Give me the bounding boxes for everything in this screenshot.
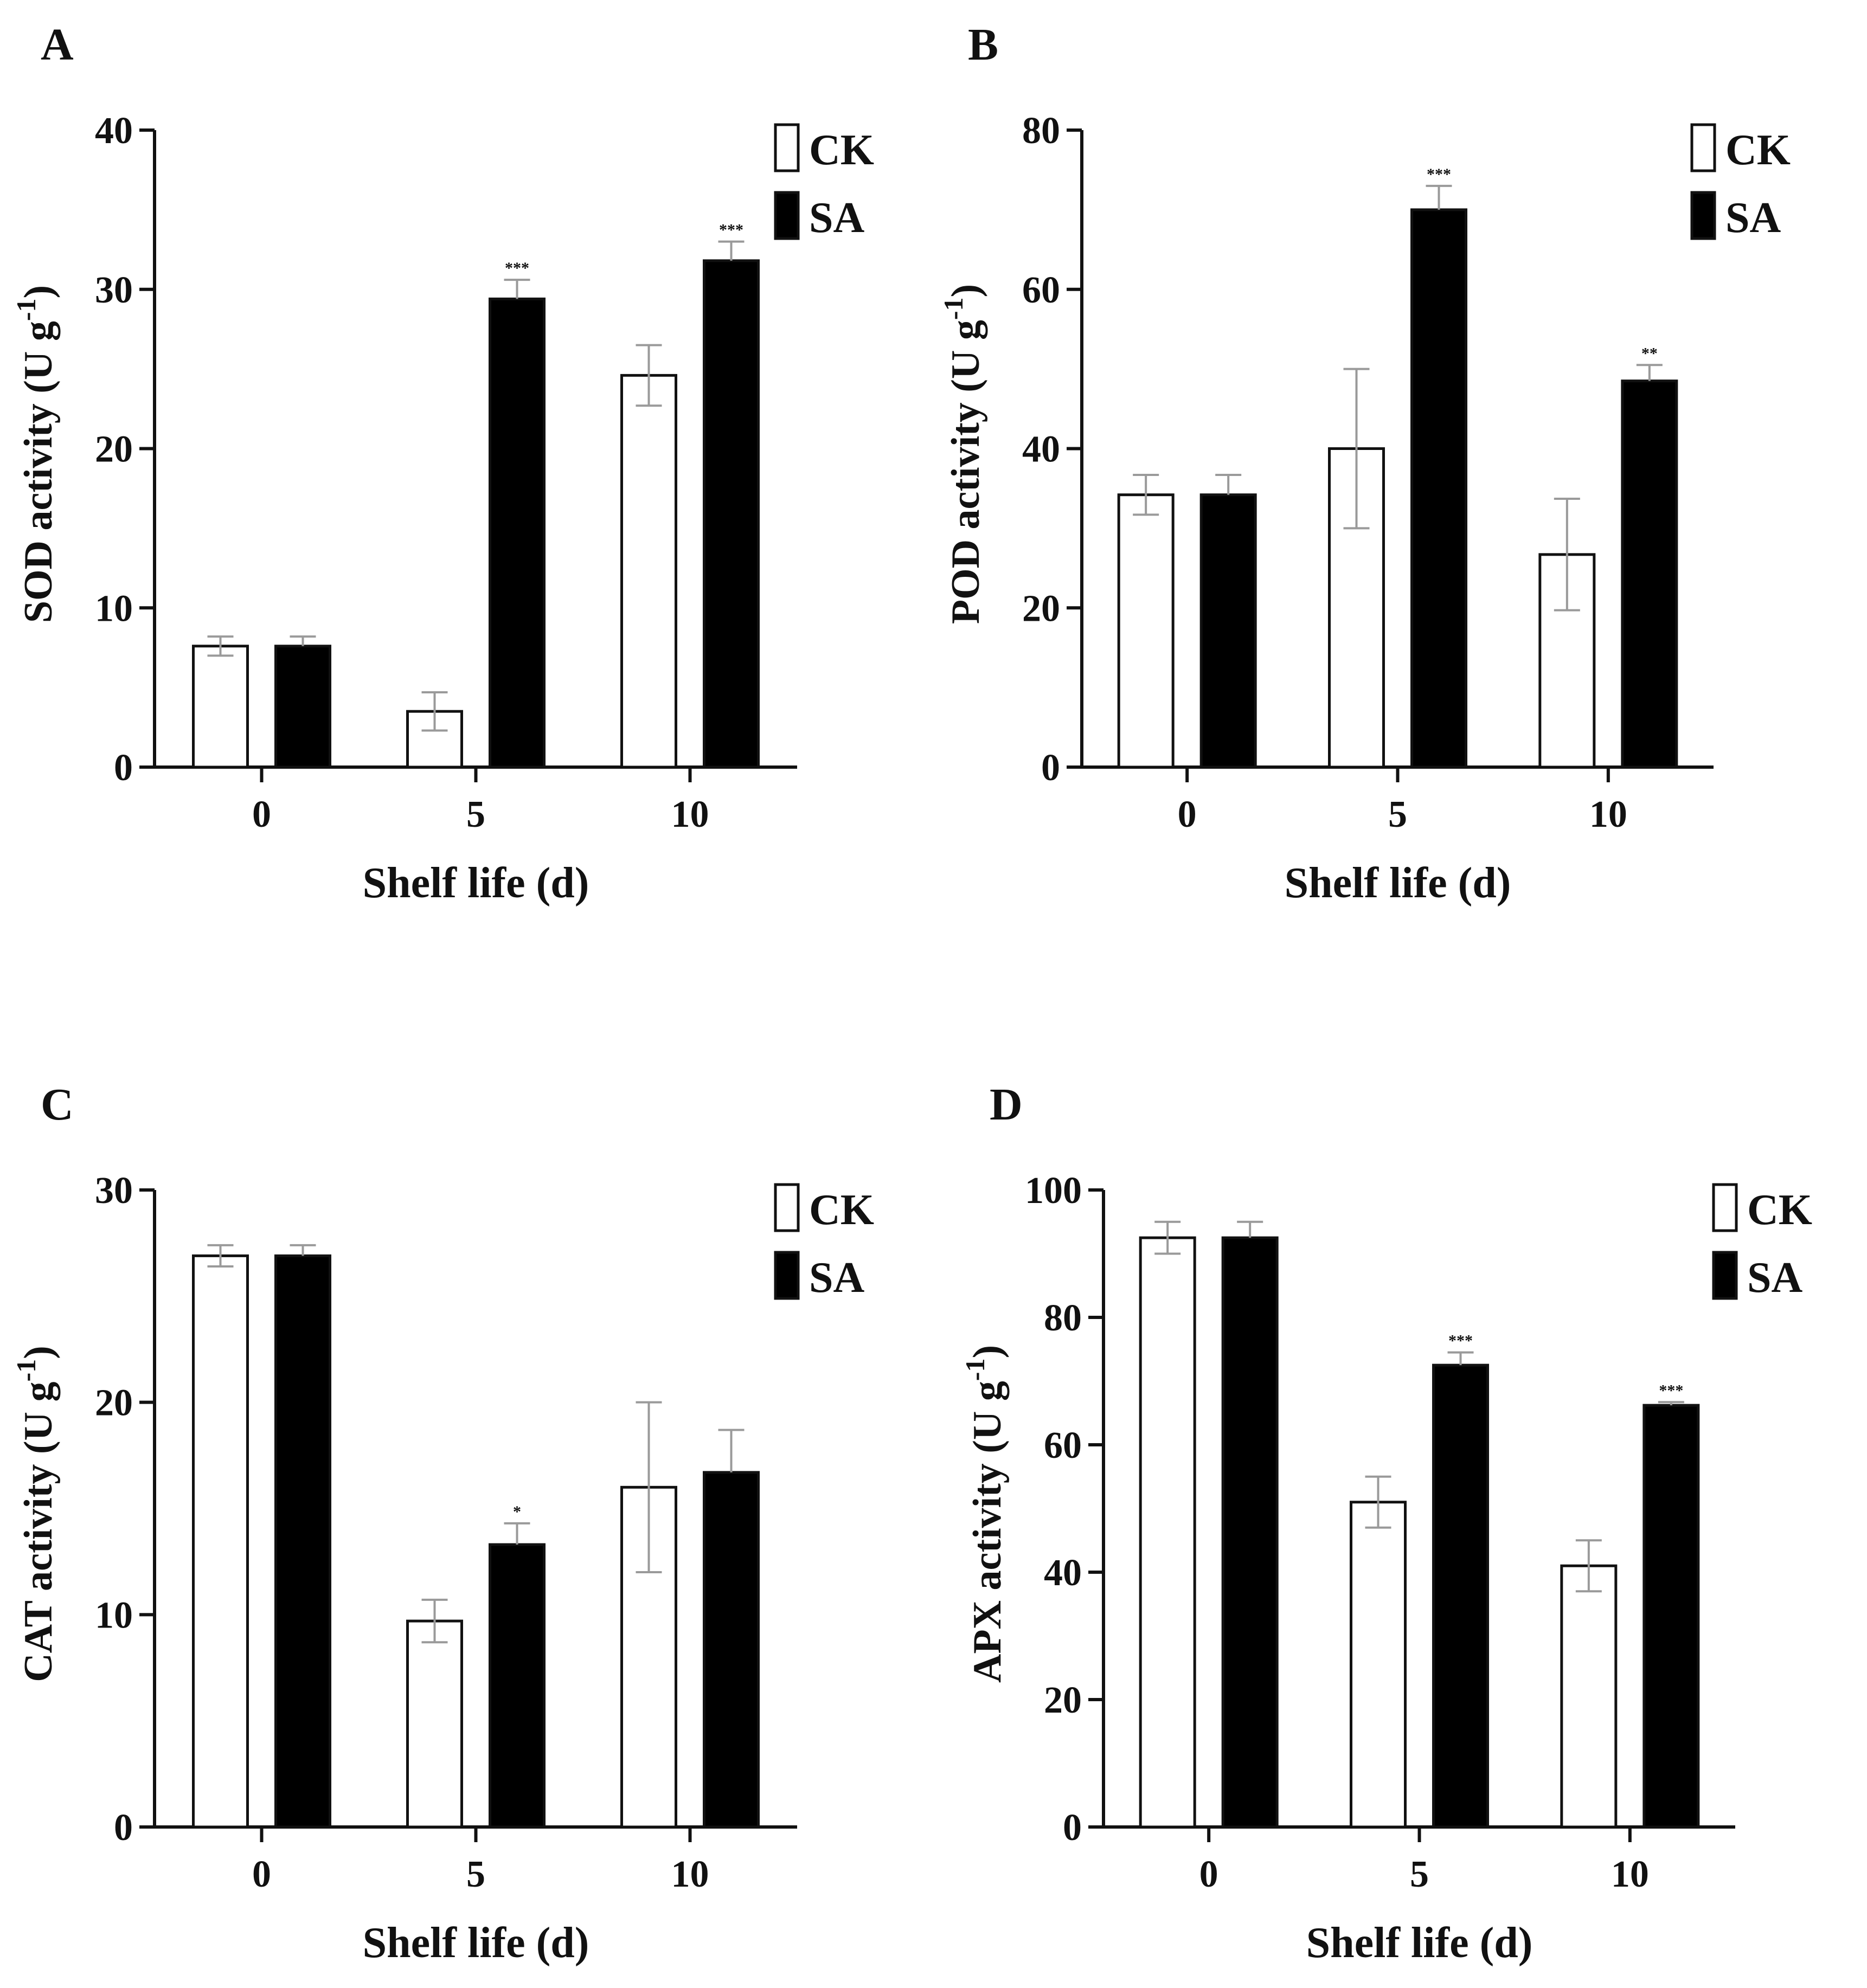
- y-tick-label: 0: [1063, 1807, 1082, 1849]
- panel-label: A: [41, 20, 74, 70]
- x-tick-label: 5: [466, 794, 485, 835]
- y-tick-label: 40: [1044, 1552, 1082, 1594]
- bar-sa-5: [489, 297, 546, 769]
- significance-label: ***: [1448, 1332, 1473, 1350]
- significance-label: **: [1641, 344, 1658, 362]
- y-tick-label: 80: [1044, 1297, 1082, 1339]
- x-axis-title: Shelf life (d): [1306, 1919, 1533, 1967]
- panel-c: C 0 10 20 30 CAT activity (U g-1) 0 5 * 10 CK SA She…: [11, 1079, 874, 1967]
- bar-sa-10: [1643, 1404, 1700, 1829]
- legend-swatch-sa: [1712, 1251, 1738, 1300]
- bar-ck-10: [1560, 1564, 1618, 1829]
- x-axis-title: Shelf life (d): [363, 1919, 589, 1967]
- y-axis-title: SOD activity (U g-1): [11, 285, 61, 623]
- legend-label-ck: CK: [1725, 126, 1791, 174]
- x-tick-label: 0: [252, 1854, 271, 1895]
- legend-swatch-sa: [1690, 191, 1716, 240]
- bar-ck-5: [1350, 1501, 1407, 1829]
- y-tick-label: 60: [1044, 1425, 1082, 1466]
- x-tick-label: 5: [1410, 1854, 1429, 1895]
- y-tick-label: 10: [95, 588, 133, 629]
- legend-label-sa: SA: [809, 194, 864, 242]
- y-tick-label: 60: [1022, 269, 1060, 311]
- panel-label: B: [968, 20, 998, 70]
- legend-swatch-ck: [1712, 1183, 1738, 1232]
- legend-label-sa: SA: [1747, 1254, 1802, 1302]
- panel-a: A 0 10 20 30 40 SOD activity (U g-1) 0 5 *** 10 ***…: [11, 20, 874, 907]
- y-tick-label: 40: [95, 110, 133, 152]
- y-tick-label: 10: [95, 1594, 133, 1636]
- bar-sa-0: [274, 645, 331, 769]
- y-tick-label: 0: [114, 1807, 133, 1849]
- bar-sa-10: [1621, 379, 1678, 769]
- significance-label: ***: [505, 259, 529, 277]
- significance-label: *: [513, 1503, 521, 1521]
- legend-swatch-sa: [774, 1251, 800, 1300]
- y-tick-label: 0: [114, 747, 133, 789]
- x-tick-label: 0: [252, 794, 271, 835]
- x-tick-label: 0: [1199, 1854, 1218, 1895]
- x-axis-title: Shelf life (d): [363, 859, 589, 907]
- y-tick-label: 30: [95, 269, 133, 311]
- bar-sa-5: [489, 1543, 546, 1829]
- bar-sa-0: [274, 1254, 331, 1829]
- x-tick-label: 10: [671, 794, 709, 835]
- legend-label-ck: CK: [1747, 1186, 1812, 1234]
- legend-label-sa: SA: [1725, 194, 1781, 242]
- y-tick-label: 20: [1044, 1680, 1082, 1721]
- panel-label: D: [990, 1079, 1023, 1130]
- legend-label-sa: SA: [809, 1254, 864, 1302]
- legend-label-ck: CK: [809, 1186, 874, 1234]
- y-tick-label: 20: [1022, 588, 1060, 629]
- bar-sa-5: [1432, 1363, 1489, 1829]
- significance-label: ***: [719, 221, 743, 239]
- legend-swatch-ck: [1690, 123, 1716, 172]
- panel-label: C: [41, 1079, 74, 1130]
- x-tick-label: 10: [1589, 794, 1627, 835]
- x-tick-label: 10: [1611, 1854, 1649, 1895]
- bar-sa-5: [1410, 208, 1467, 769]
- bar-ck-0: [1117, 493, 1175, 769]
- bar-sa-10: [703, 1471, 760, 1829]
- panel-d: D 0 20 40 60 80 100 APX activity (U g-1) 0 5 *** 10…: [960, 1079, 1812, 1967]
- y-axis-title: APX activity (U g-1): [960, 1345, 1010, 1683]
- significance-label: ***: [1659, 1381, 1683, 1399]
- y-tick-label: 0: [1041, 747, 1060, 789]
- bar-sa-10: [703, 259, 760, 769]
- legend-swatch-sa: [774, 191, 800, 240]
- bar-ck-0: [1139, 1236, 1196, 1829]
- panel-b: B 0 20 40 60 80 POD activity (U g-1) 0 5 *** 10 ** C…: [938, 20, 1791, 907]
- bar-sa-0: [1199, 493, 1257, 769]
- x-tick-label: 5: [466, 1854, 485, 1895]
- x-tick-label: 10: [671, 1854, 709, 1895]
- bar-ck-0: [192, 1254, 249, 1829]
- x-tick-label: 0: [1178, 794, 1197, 835]
- y-tick-label: 20: [95, 429, 133, 471]
- legend-swatch-ck: [774, 1183, 800, 1232]
- legend-swatch-ck: [774, 123, 800, 172]
- bar-sa-0: [1221, 1236, 1279, 1829]
- x-tick-label: 5: [1388, 794, 1407, 835]
- y-tick-label: 20: [95, 1382, 133, 1424]
- y-tick-label: 100: [1025, 1170, 1082, 1212]
- bar-ck-0: [192, 645, 249, 769]
- y-axis-title: CAT activity (U g-1): [11, 1346, 61, 1682]
- y-tick-label: 40: [1022, 429, 1060, 471]
- legend-label-ck: CK: [809, 126, 874, 174]
- x-axis-title: Shelf life (d): [1285, 859, 1511, 907]
- y-axis-title: POD activity (U g-1): [938, 284, 988, 624]
- bar-ck-10: [620, 374, 677, 769]
- y-tick-label: 30: [95, 1170, 133, 1212]
- y-tick-label: 80: [1022, 110, 1060, 152]
- bar-ck-5: [406, 1619, 463, 1829]
- significance-label: ***: [1427, 165, 1451, 183]
